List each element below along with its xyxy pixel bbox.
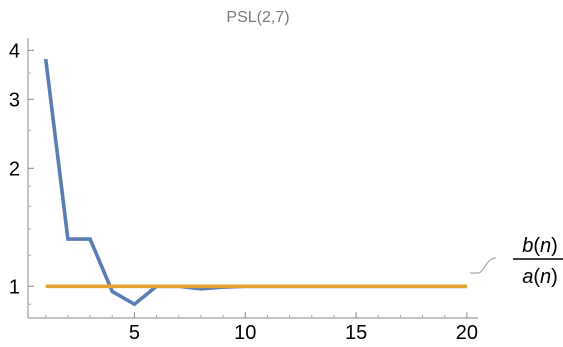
y-tick-label: 3 [9,89,20,111]
x-tick-label: 5 [129,322,140,344]
x-tick-label: 10 [234,322,256,344]
y-tick-label: 1 [9,276,20,298]
chart-title: PSL(2,7) [226,9,289,26]
numerator-open-paren: ( [533,235,540,257]
denominator-func: a [522,266,533,288]
series-layer [43,58,467,307]
legend-denominator: a(n) [522,266,558,288]
legend-leader-line [470,257,497,274]
y-tick-label: 2 [9,158,20,180]
legend-numerator: b(n) [522,235,558,257]
x-tick-label: 15 [345,322,367,344]
numerator-close-paren: ) [551,235,558,257]
x-ticks: 5 10 15 20 [45,312,478,344]
ratio-series-line [43,58,467,307]
denominator-close-paren: ) [551,266,558,288]
x-tick-label: 20 [456,322,478,344]
y-tick-label: 4 [9,40,20,62]
numerator-variable: n [540,235,551,257]
y-ticks: 1 2 3 4 [9,40,34,305]
numerator-func: b [522,235,533,257]
denominator-variable: n [540,266,551,288]
denominator-open-paren: ( [533,266,540,288]
legend-fraction: b(n) a(n) [513,235,563,288]
